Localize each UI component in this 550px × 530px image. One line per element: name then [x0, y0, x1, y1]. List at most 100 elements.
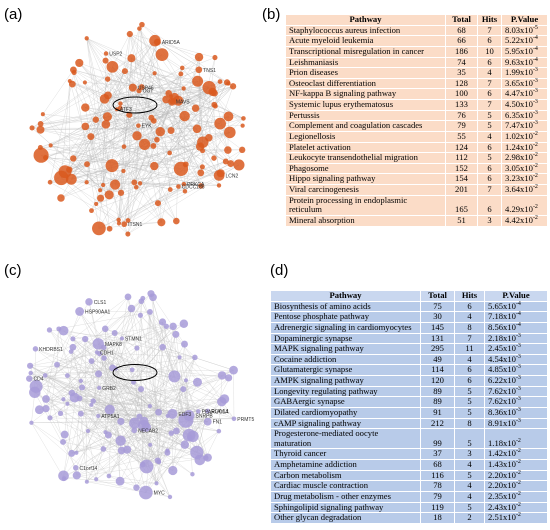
node [150, 117, 157, 124]
node-label: ARID5A [162, 40, 181, 46]
edge [86, 38, 118, 110]
edge [73, 69, 244, 119]
node [124, 293, 132, 301]
total-cell: 51 [445, 214, 478, 227]
node [101, 119, 111, 129]
edge [112, 66, 231, 164]
node [227, 160, 235, 168]
p-exponent: -3 [515, 407, 521, 414]
node [117, 417, 125, 426]
node [43, 155, 49, 161]
header-cell: Hits [454, 290, 485, 302]
edge [58, 328, 195, 358]
edge [107, 116, 139, 126]
node [229, 83, 237, 90]
total-cell: 68 [445, 24, 478, 37]
edge [45, 81, 221, 158]
edges [29, 293, 235, 498]
edge [71, 351, 185, 445]
row: Leukocyte transendothelial migration 112 5… [285, 152, 548, 164]
edge [30, 353, 100, 366]
node [139, 138, 151, 150]
node-label: MAPK8 [105, 342, 122, 348]
edge [86, 38, 154, 121]
node [241, 116, 246, 121]
node [104, 404, 115, 415]
edge [45, 328, 60, 400]
node [116, 217, 121, 223]
node [137, 26, 142, 31]
node [127, 304, 136, 313]
edge [42, 114, 101, 191]
node [125, 231, 131, 237]
node [81, 122, 90, 131]
edge [141, 301, 199, 412]
node [167, 127, 175, 135]
p-mantissa: 2.98 [505, 152, 521, 163]
p-base: x10 [503, 459, 516, 469]
node-label: CD4 [34, 377, 44, 383]
p-exponent: -4 [532, 35, 538, 42]
node [181, 340, 188, 348]
node [139, 21, 145, 28]
row: Systemic lupus erythematosus 133 7 4.50x10-… [285, 99, 548, 111]
node-label: HSP90AA1 [85, 309, 111, 315]
edge [165, 99, 201, 173]
edge [98, 184, 104, 229]
p-value-cell: 3.05x10-2 [501, 162, 548, 175]
node [121, 168, 126, 174]
edge [34, 392, 76, 468]
p-value-cell: 2.20x10-2 [484, 480, 548, 492]
node [168, 370, 181, 383]
edge [112, 33, 131, 67]
network: EDF3 STMN1 HSP90AA1 KHDRBS1 MAPK8 C1orf14 GRB2… [26, 290, 254, 500]
edge [79, 398, 208, 412]
node [103, 430, 108, 435]
node [137, 181, 143, 186]
node [187, 430, 199, 443]
node-label: USP2 [109, 52, 122, 58]
node [96, 413, 101, 419]
node [100, 446, 107, 452]
edge [75, 426, 147, 468]
node-label: ATF3 [120, 107, 132, 113]
p-base: x10 [520, 77, 533, 88]
edge [104, 98, 162, 223]
p-exponent: -3 [515, 396, 521, 403]
node [155, 48, 169, 62]
node [58, 325, 69, 336]
edge [121, 338, 159, 413]
node-label: STMN1 [125, 336, 142, 342]
hits-cell: 4 [454, 311, 485, 323]
total-cell: 79 [445, 120, 478, 132]
pathway-cell: GABAergic synapse [270, 396, 421, 408]
edge [99, 357, 195, 389]
edge [120, 421, 173, 471]
row: Transcriptional misregulation in cancer 1… [285, 45, 548, 58]
node [68, 389, 76, 397]
edge [131, 58, 216, 107]
total-cell: 165 [445, 194, 478, 216]
edge [169, 67, 183, 153]
edge [61, 177, 129, 221]
p-value-cell: 5.22x10-4 [501, 35, 548, 47]
node-label: PRKCA [187, 182, 205, 188]
total-cell: 30 [420, 311, 455, 323]
node [139, 461, 146, 468]
p-base: x10 [520, 214, 533, 225]
p-value-cell: 2.51x10-2 [484, 512, 548, 524]
node [131, 379, 137, 385]
node [197, 136, 209, 148]
hits-cell: 4 [477, 67, 502, 79]
node [192, 377, 202, 387]
p-base: x10 [503, 469, 516, 480]
edge [79, 62, 109, 96]
p-mantissa: 8.56 [488, 321, 504, 332]
node [176, 184, 181, 189]
p-mantissa: 6.22 [488, 375, 504, 385]
edge [185, 82, 228, 165]
edge [63, 338, 86, 476]
hits-cell: 2 [454, 512, 485, 524]
node [104, 91, 112, 100]
header-cell: P.Value [484, 290, 548, 302]
